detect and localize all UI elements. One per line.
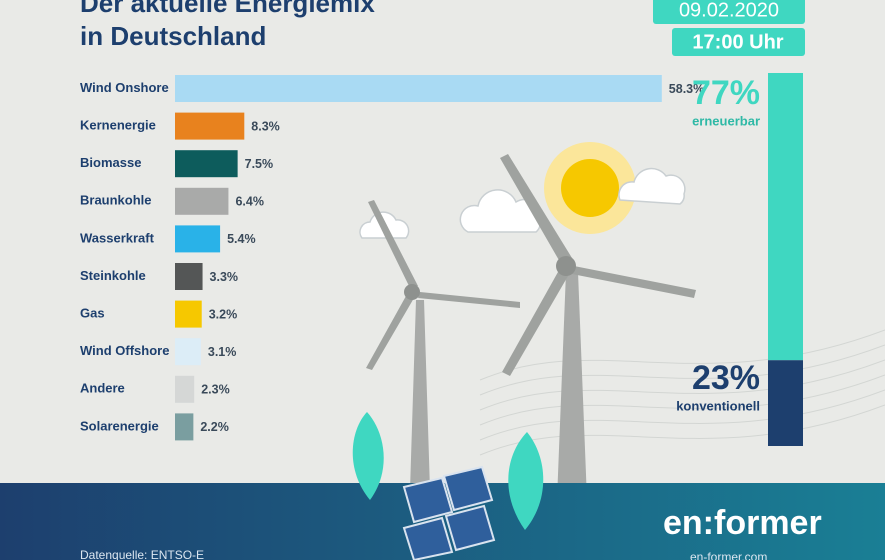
value-label: 3.1%	[208, 345, 237, 359]
category-label: Gas	[80, 306, 105, 321]
date-box	[653, 0, 805, 24]
brand: en:former	[663, 504, 822, 542]
value-label: 2.2%	[200, 420, 229, 434]
category-label: Kernenergie	[80, 118, 156, 133]
value-label: 7.5%	[245, 157, 274, 171]
sun	[561, 159, 619, 217]
source: Datenquelle: ENTSO-E	[80, 548, 204, 560]
bar	[175, 225, 221, 253]
charts: Wind Onshore 58.3% Kernenergie 8.3% Biomasse…	[80, 73, 803, 446]
share-segment	[768, 73, 803, 361]
value-label: 3.3%	[210, 270, 239, 284]
time: 17:00 Uhr	[692, 31, 783, 53]
share-name: konventionell	[676, 399, 760, 414]
bar	[175, 75, 662, 102]
category-label: Wind Offshore	[80, 343, 169, 358]
category-label: Steinkohle	[80, 268, 146, 283]
category-label: Wind Onshore	[80, 80, 169, 95]
share-value: 23%	[692, 359, 760, 397]
bar	[175, 187, 229, 215]
value-label: 3.2%	[209, 307, 238, 321]
url: en-former.com	[690, 550, 767, 560]
category-label: Braunkohle	[80, 193, 152, 208]
category-label: Andere	[80, 381, 125, 396]
time-box	[672, 28, 805, 56]
wind-turbines	[366, 154, 696, 525]
plants	[352, 412, 544, 530]
title-line: in Deutschland	[80, 21, 266, 51]
share-name: erneuerbar	[692, 113, 760, 128]
date: 09.02.2020	[679, 0, 779, 21]
value-label: 2.3%	[201, 383, 230, 397]
category-label: Solarenergie	[80, 418, 159, 433]
bar	[175, 338, 201, 366]
bar	[175, 413, 194, 441]
bar	[175, 375, 195, 403]
bar	[175, 150, 238, 178]
solar-panels	[402, 465, 496, 560]
share-value: 77%	[692, 74, 760, 112]
value-label: 6.4%	[235, 195, 264, 209]
wave-decoration	[479, 329, 885, 456]
share-segment	[768, 360, 803, 446]
bar	[175, 263, 203, 290]
title-line: Der aktuelle Energiemix	[80, 0, 375, 18]
bar	[175, 112, 245, 140]
category-label: Wasserkraft	[80, 230, 155, 245]
clouds	[359, 167, 686, 239]
value-label: 5.4%	[227, 232, 256, 246]
category-label: Biomasse	[80, 155, 141, 170]
bar	[175, 300, 202, 328]
value-label: 8.3%	[251, 119, 280, 133]
value-label: 58.3%	[669, 82, 704, 96]
